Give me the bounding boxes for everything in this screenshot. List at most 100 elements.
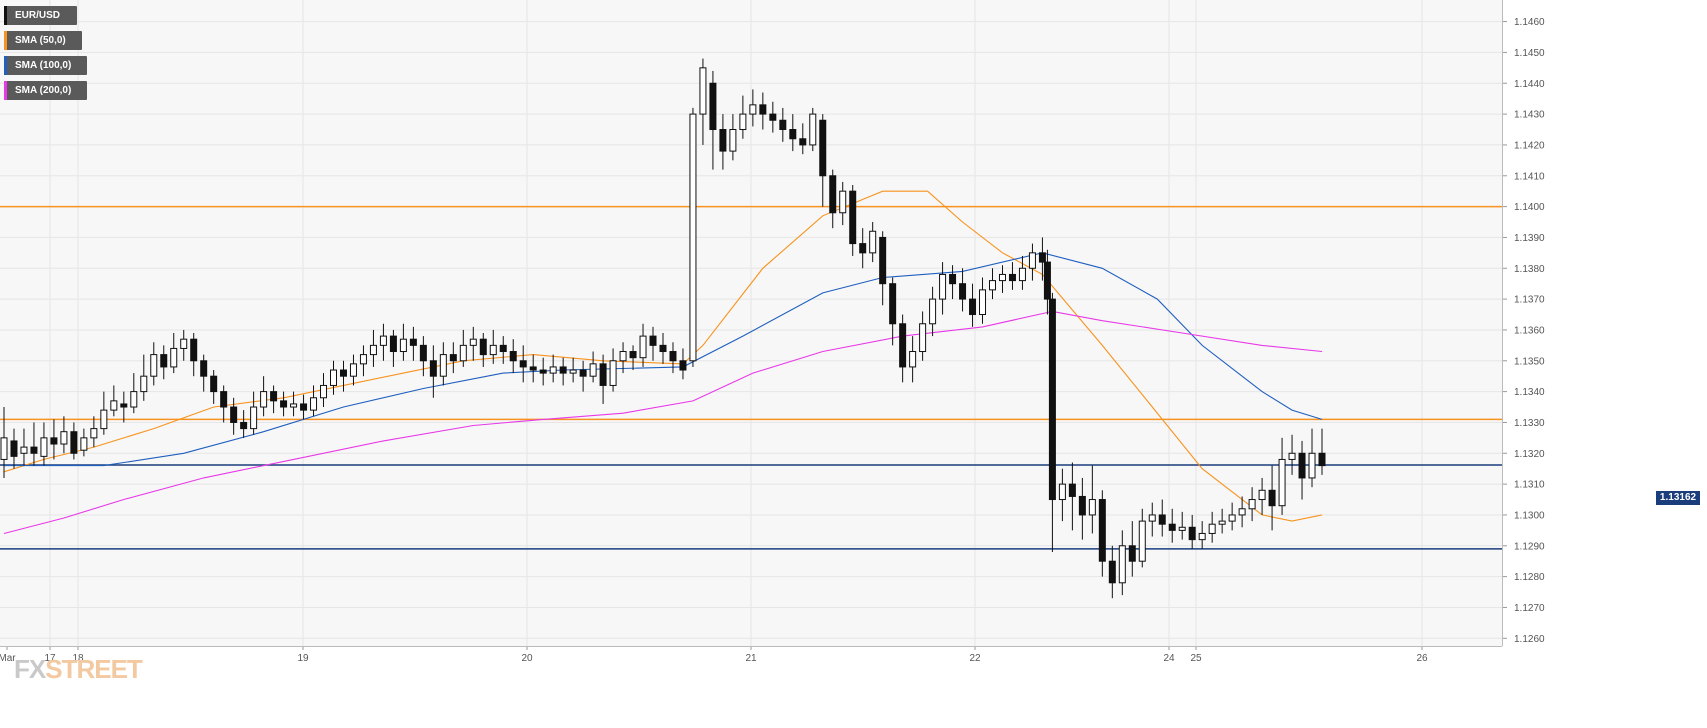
- candle-body: [739, 113, 747, 131]
- candle-body: [659, 344, 667, 353]
- candle-body: [0, 437, 8, 460]
- y-tick-label: 1.1360: [1514, 325, 1545, 336]
- candle-body: [529, 366, 537, 371]
- x-tick-label: 20: [521, 653, 533, 664]
- candle-body: [1138, 520, 1146, 562]
- candle-body: [399, 338, 407, 353]
- candle-body: [669, 351, 677, 362]
- candle-body: [1178, 526, 1186, 531]
- candle-body: [849, 190, 857, 245]
- candle-body: [939, 273, 947, 300]
- candle-body: [320, 384, 328, 399]
- legend-item-eurusd: EUR/USD: [4, 6, 77, 25]
- candle-body: [190, 338, 198, 362]
- candle-body: [1043, 261, 1051, 300]
- x-tick-label: 18: [72, 653, 84, 664]
- candle-body: [439, 354, 447, 377]
- candle-body: [1218, 520, 1226, 525]
- y-tick-label: 1.1420: [1514, 140, 1545, 151]
- candle-body: [339, 369, 347, 377]
- candle-body: [60, 431, 68, 445]
- legend-item-sma100: SMA (100,0): [4, 56, 87, 75]
- candle-body: [1188, 526, 1196, 541]
- candle-body: [559, 366, 567, 374]
- candle-body: [869, 230, 877, 254]
- candle-body: [589, 363, 597, 377]
- y-tick-label: 1.1300: [1514, 510, 1545, 521]
- last-price-badge: 1.13162: [1656, 491, 1700, 505]
- candle-body: [769, 113, 777, 121]
- candle-body: [1018, 267, 1026, 282]
- y-tick-label: 1.1350: [1514, 356, 1545, 367]
- candle-body: [969, 298, 977, 316]
- candle-body: [619, 351, 627, 362]
- y-tick-label: 1.1390: [1514, 233, 1545, 244]
- candle-body: [998, 273, 1006, 282]
- candle-body: [979, 289, 987, 316]
- candle-body: [1148, 514, 1156, 522]
- candle-body: [1298, 452, 1306, 479]
- y-tick-label: 1.1270: [1514, 603, 1545, 614]
- candle-body: [409, 338, 417, 346]
- y-tick-label: 1.1340: [1514, 387, 1545, 398]
- y-tick-label: 1.1330: [1514, 418, 1545, 429]
- y-tick-label: 1.1450: [1514, 48, 1545, 59]
- y-tick-label: 1.1290: [1514, 541, 1545, 552]
- candle-body: [1278, 458, 1286, 507]
- candle-body: [369, 344, 377, 356]
- candle-body: [230, 406, 238, 423]
- candle-body: [1078, 495, 1086, 516]
- candle-body: [1058, 483, 1066, 501]
- candle-body: [429, 360, 437, 377]
- x-tick-label: 22: [969, 653, 981, 664]
- candle-body: [1248, 499, 1256, 510]
- y-tick-label: 1.1320: [1514, 449, 1545, 460]
- candle-body: [579, 369, 587, 377]
- candle-body: [639, 335, 647, 359]
- candle-body: [419, 344, 427, 362]
- candle-body: [879, 236, 887, 285]
- candle-body: [959, 283, 967, 300]
- candle-body: [519, 360, 527, 368]
- legend-label-sma100: SMA (100,0): [15, 60, 72, 71]
- y-tick-label: 1.1370: [1514, 295, 1545, 306]
- x-tick-label: 25: [1190, 653, 1202, 664]
- candle-body: [929, 298, 937, 325]
- candle-body: [1288, 452, 1296, 460]
- candle-body: [330, 369, 337, 386]
- candle-body: [809, 113, 817, 146]
- candle-body: [130, 391, 138, 408]
- candle-body: [90, 428, 98, 439]
- candle-body: [489, 344, 497, 356]
- candle-body: [1098, 499, 1106, 562]
- y-tick-label: 1.1310: [1514, 480, 1545, 491]
- y-tick-label: 1.1440: [1514, 79, 1545, 90]
- candle-body: [649, 335, 657, 346]
- candle-body: [949, 273, 957, 285]
- candle-body: [160, 354, 168, 368]
- candle-body: [1088, 499, 1096, 516]
- candle-body: [509, 351, 517, 362]
- candle-body: [899, 323, 907, 368]
- candle-body: [180, 338, 188, 349]
- candle-body: [260, 391, 268, 408]
- candle-body: [779, 119, 787, 131]
- x-tick-label: 24: [1163, 653, 1175, 664]
- candle-body: [80, 437, 88, 451]
- candle-body: [469, 338, 477, 346]
- candle-body: [839, 190, 847, 214]
- candle-body: [310, 397, 318, 411]
- candle-body: [120, 403, 128, 408]
- candle-body: [1258, 489, 1266, 501]
- watermark-street: STREET: [45, 654, 143, 684]
- candle-body: [829, 175, 837, 214]
- legend-swatch-sma200: [4, 81, 7, 100]
- candle-body: [459, 344, 467, 362]
- x-tick-label: 26: [1416, 653, 1428, 664]
- candle-body: [919, 323, 927, 353]
- candle-body: [1198, 532, 1206, 541]
- candle-body: [30, 446, 38, 454]
- candle-body: [679, 360, 687, 371]
- legend-label-eurusd: EUR/USD: [15, 10, 61, 21]
